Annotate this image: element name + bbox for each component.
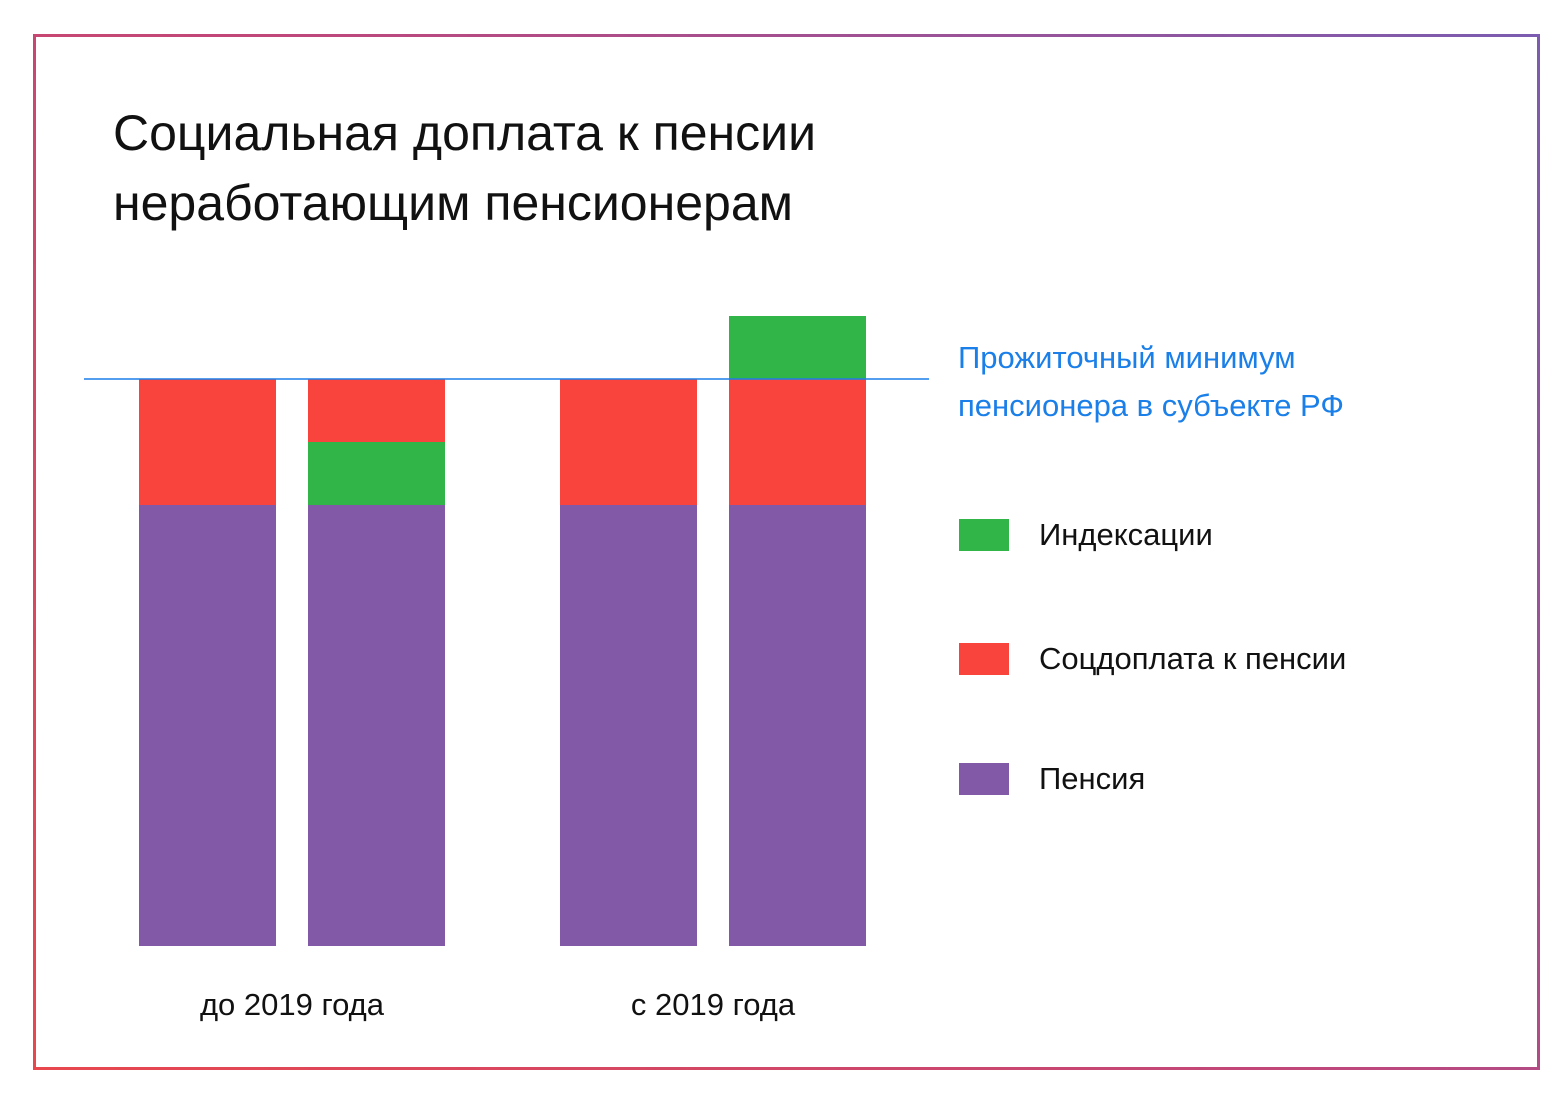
bar-1-pension: [139, 505, 276, 946]
legend-label-social-supplement: Соцдоплата к пенсии: [1039, 641, 1347, 676]
group-label-before-2019: до 2019 года: [199, 987, 385, 1022]
bar-3-pension: [560, 505, 697, 946]
legend-item-social-supplement: Соцдоплата к пенсии: [959, 641, 1347, 676]
bar-4-indexation: [729, 316, 866, 379]
legend-swatch-indexation: [959, 519, 1009, 551]
bar-2-indexation: [308, 442, 445, 505]
group-label-from-2019: с 2019 года: [630, 987, 796, 1022]
chart-title: Социальная доплата к пенсии неработающим…: [113, 105, 817, 231]
legend-item-indexation: Индексации: [959, 517, 1213, 552]
legend-swatch-social-supplement: [959, 643, 1009, 675]
bar-4-pension: [729, 505, 866, 946]
bar-4-social-supplement: [729, 379, 866, 505]
bar-3-social-supplement: [560, 379, 697, 505]
bar-1-social-supplement: [139, 379, 276, 505]
legend-item-pension: Пенсия: [959, 761, 1146, 796]
bar-2-social-supplement: [308, 379, 445, 442]
legend-label-pension: Пенсия: [1039, 761, 1146, 796]
legend-label-indexation: Индексации: [1039, 517, 1213, 552]
threshold-label: Прожиточный минимум пенсионера в субъект…: [958, 340, 1344, 423]
bar-2-pension: [308, 505, 445, 946]
legend-swatch-pension: [959, 763, 1009, 795]
